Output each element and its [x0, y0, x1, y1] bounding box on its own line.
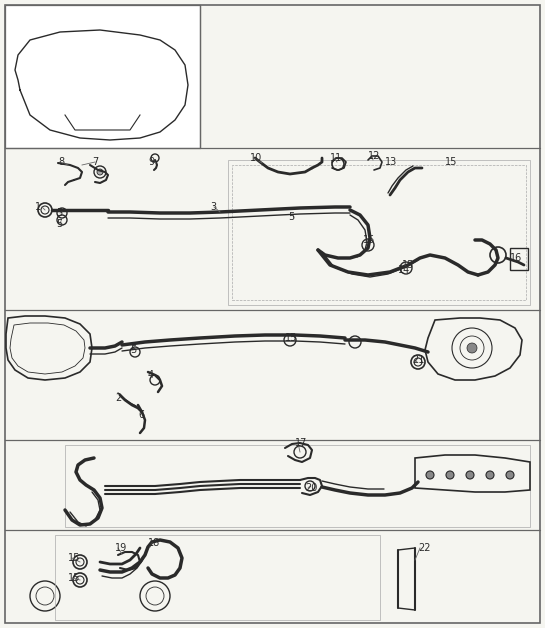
Text: 3: 3: [210, 202, 216, 212]
Circle shape: [506, 471, 514, 479]
Text: 15: 15: [68, 573, 80, 583]
Text: 9: 9: [148, 157, 154, 167]
Text: 5: 5: [130, 345, 136, 355]
Text: 6: 6: [138, 410, 144, 420]
Circle shape: [486, 471, 494, 479]
Text: 13: 13: [385, 157, 397, 167]
Circle shape: [467, 343, 477, 353]
Text: 15: 15: [363, 235, 376, 245]
Text: 7: 7: [92, 157, 98, 167]
Text: 14: 14: [398, 265, 410, 275]
Text: 2: 2: [115, 393, 121, 403]
Bar: [510, 248, 528, 270]
Text: 15: 15: [402, 260, 414, 270]
Text: 8: 8: [58, 157, 64, 167]
Circle shape: [446, 471, 454, 479]
Text: 4: 4: [148, 370, 154, 380]
Text: 1: 1: [35, 202, 41, 212]
Text: 15: 15: [445, 157, 457, 167]
Bar: [5, 5, 200, 148]
Text: 5: 5: [56, 219, 62, 229]
Text: 11: 11: [330, 153, 342, 163]
Text: 10: 10: [250, 153, 262, 163]
Text: 20: 20: [305, 483, 317, 493]
Text: 21: 21: [412, 355, 425, 365]
Text: 15: 15: [68, 553, 80, 563]
Text: 5: 5: [56, 208, 62, 218]
Text: 12: 12: [368, 151, 380, 161]
Circle shape: [426, 471, 434, 479]
Text: 22: 22: [418, 543, 431, 553]
Text: 18: 18: [148, 538, 160, 548]
Text: 19: 19: [115, 543, 127, 553]
Text: 17: 17: [295, 438, 307, 448]
Text: 16: 16: [510, 253, 522, 263]
Circle shape: [466, 471, 474, 479]
Circle shape: [97, 169, 103, 175]
Text: 5: 5: [288, 212, 294, 222]
Text: 15: 15: [285, 333, 298, 343]
